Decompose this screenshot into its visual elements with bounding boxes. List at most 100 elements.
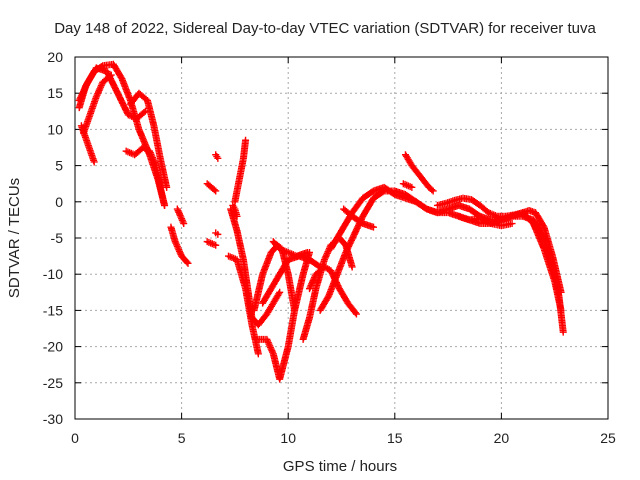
data-point-run — [300, 315, 313, 342]
data-point-run — [307, 257, 323, 270]
data-point-run — [520, 207, 532, 216]
data-point — [107, 71, 115, 79]
data-point — [476, 214, 484, 222]
y-tick-label: -25 — [43, 375, 63, 391]
data-point-run — [167, 225, 179, 244]
data-point-run — [349, 195, 366, 215]
y-tick-label: 20 — [47, 49, 63, 65]
y-axis-label: SDTVAR / TECUs — [6, 178, 23, 298]
data-point-run — [233, 228, 247, 262]
data-point-run — [325, 272, 341, 298]
x-tick-label: 15 — [387, 430, 403, 446]
data-point-run — [277, 246, 290, 256]
data-point — [559, 328, 567, 336]
series-track-20 — [269, 238, 311, 260]
data-point — [212, 187, 220, 195]
data-point-run — [227, 207, 241, 233]
data-point-run — [532, 210, 547, 230]
data-point-run — [205, 181, 218, 194]
data-point — [320, 256, 328, 264]
data-point-run — [226, 253, 239, 263]
data-point — [173, 205, 181, 213]
plot-frame — [74, 56, 609, 420]
series-track-27 — [399, 180, 416, 191]
data-point-run — [413, 199, 429, 212]
series-track-2 — [75, 64, 149, 123]
data-point-run — [291, 272, 307, 313]
data-point-run — [146, 149, 159, 168]
data-point — [214, 154, 222, 162]
data-point — [557, 288, 565, 296]
data-point-run — [349, 213, 365, 227]
data-point — [92, 93, 100, 101]
x-axis-label: GPS time / hours — [283, 458, 397, 475]
data-point-run — [342, 232, 358, 255]
series-track-10 — [203, 238, 220, 249]
data-point-run — [179, 253, 191, 266]
data-point — [214, 230, 222, 238]
data-point-run — [328, 228, 345, 251]
series-track-12 — [212, 151, 222, 162]
series-track-5 — [122, 144, 169, 209]
data-point — [276, 288, 284, 296]
data-point — [348, 263, 356, 271]
data-point-run — [530, 221, 547, 251]
data-point-run — [174, 207, 187, 226]
data-point-run — [93, 80, 106, 99]
series-track-6 — [126, 89, 171, 191]
scatter-points — [75, 60, 567, 383]
y-tick-label: 10 — [47, 121, 63, 137]
data-point-run — [527, 207, 538, 216]
series-track-25 — [340, 205, 377, 231]
y-tick-label: 0 — [55, 194, 63, 210]
data-point-run — [486, 209, 499, 220]
data-point — [171, 238, 179, 246]
data-point-run — [87, 94, 100, 117]
data-point-run — [426, 185, 436, 194]
data-point — [429, 187, 437, 195]
data-point-run — [360, 196, 377, 219]
data-point-run — [119, 76, 134, 103]
data-point-run — [268, 272, 283, 291]
data-point-run — [259, 286, 274, 306]
data-point-run — [144, 98, 157, 128]
data-point-run — [417, 174, 432, 190]
series-track-8 — [173, 205, 188, 228]
data-point-run — [157, 156, 170, 190]
data-point-run — [541, 246, 558, 284]
data-point-run — [264, 301, 276, 316]
data-point — [180, 220, 188, 228]
data-point-run — [345, 301, 359, 317]
data-point-run — [134, 109, 148, 121]
data-point-run — [231, 178, 243, 204]
x-tick-label: 5 — [178, 430, 186, 446]
data-point-run — [401, 180, 414, 191]
y-tick-label: 15 — [47, 85, 63, 101]
data-point-run — [141, 144, 152, 154]
data-point — [557, 306, 565, 314]
data-point-run — [259, 250, 275, 277]
y-tick-label: -5 — [51, 230, 64, 246]
y-tick-label: 5 — [55, 158, 63, 174]
data-point-run — [250, 272, 266, 313]
data-point-run — [469, 197, 483, 208]
series-track-24 — [327, 183, 565, 314]
data-point-run — [76, 80, 91, 103]
data-point-run — [80, 113, 93, 135]
data-point-run — [255, 311, 270, 328]
data-point-run — [276, 344, 292, 382]
data-point-run — [205, 238, 218, 249]
data-point-run — [235, 156, 247, 182]
data-point-run — [136, 90, 150, 103]
x-tick-label: 10 — [280, 430, 296, 446]
data-point-run — [551, 279, 565, 313]
data-point — [90, 158, 98, 166]
data-point — [306, 285, 314, 293]
series-track-22 — [306, 263, 360, 318]
data-point — [369, 223, 377, 231]
y-tick-label: -20 — [43, 339, 63, 355]
series-track-11 — [212, 229, 222, 238]
series-track-29 — [455, 212, 516, 230]
series-track-26 — [401, 151, 437, 195]
